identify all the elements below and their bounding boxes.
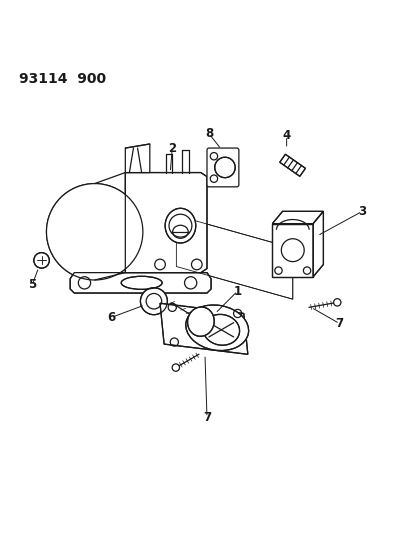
Circle shape <box>46 183 142 280</box>
Text: 6: 6 <box>107 311 115 324</box>
Text: 4: 4 <box>282 130 290 142</box>
Ellipse shape <box>187 307 214 336</box>
Text: 1: 1 <box>233 285 241 297</box>
Polygon shape <box>160 303 247 354</box>
Circle shape <box>333 298 340 306</box>
Circle shape <box>140 288 167 314</box>
Circle shape <box>34 253 49 268</box>
Text: 3: 3 <box>357 205 366 218</box>
Polygon shape <box>272 224 313 277</box>
Ellipse shape <box>202 314 239 345</box>
Polygon shape <box>313 212 323 277</box>
Polygon shape <box>125 144 150 173</box>
Polygon shape <box>279 154 305 176</box>
Text: 7: 7 <box>202 411 211 424</box>
Polygon shape <box>125 173 206 272</box>
Ellipse shape <box>185 305 248 351</box>
FancyBboxPatch shape <box>206 148 238 187</box>
Text: 2: 2 <box>168 142 176 155</box>
Text: 8: 8 <box>204 127 213 140</box>
Ellipse shape <box>121 276 161 289</box>
Text: 5: 5 <box>28 278 36 292</box>
Text: 7: 7 <box>335 317 343 330</box>
Ellipse shape <box>165 208 195 243</box>
Polygon shape <box>272 212 323 224</box>
Text: 93114  900: 93114 900 <box>19 72 106 86</box>
Polygon shape <box>70 272 211 293</box>
Circle shape <box>214 157 235 177</box>
Polygon shape <box>176 215 292 299</box>
Circle shape <box>172 364 179 372</box>
